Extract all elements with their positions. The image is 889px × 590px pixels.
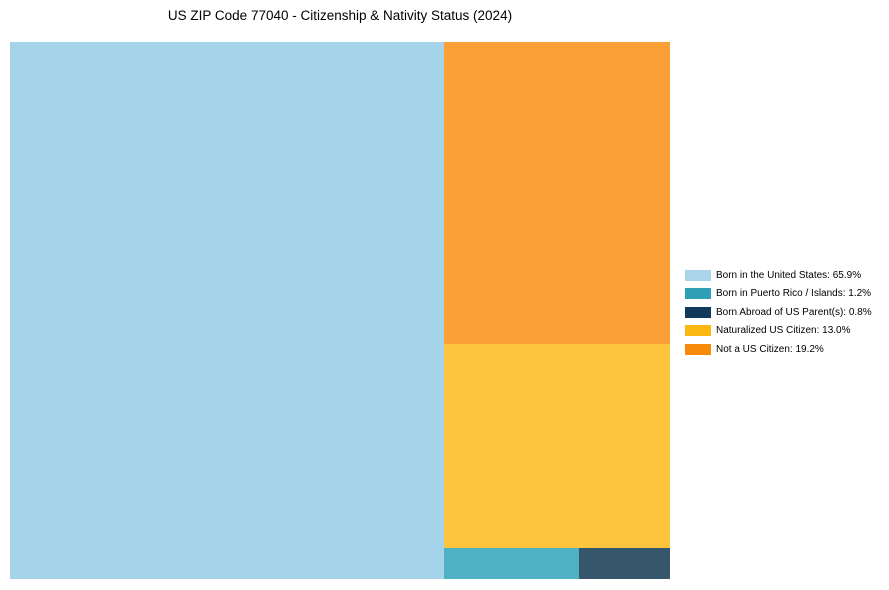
legend-label: Born in the United States: 65.9% [716, 269, 862, 281]
legend-swatch-icon [685, 269, 711, 281]
legend-item: Born in the United States: 65.9% [685, 266, 872, 285]
treemap-chart [10, 42, 670, 579]
legend-item: Not a US Citizen: 19.2% [685, 340, 872, 359]
treemap-tile-born-in-the-united-states [10, 42, 445, 579]
legend-swatch-icon [685, 343, 711, 355]
legend-label: Naturalized US Citizen: 13.0% [716, 325, 851, 337]
legend-label: Not a US Citizen: 19.2% [716, 343, 824, 355]
legend-item: Naturalized US Citizen: 13.0% [685, 322, 872, 341]
legend-item: Born Abroad of US Parent(s): 0.8% [685, 303, 872, 322]
treemap-tile-not-a-us-citizen [444, 42, 670, 344]
treemap-tile-born-in-puerto-rico-islands [444, 548, 579, 579]
legend-label: Born Abroad of US Parent(s): 0.8% [716, 306, 872, 318]
legend-swatch-icon [685, 325, 711, 337]
treemap-tile-born-abroad-of-us-parent-s [578, 548, 670, 579]
treemap-tile-naturalized-us-citizen [444, 344, 670, 548]
legend-item: Born in Puerto Rico / Islands: 1.2% [685, 285, 872, 304]
legend-label: Born in Puerto Rico / Islands: 1.2% [716, 288, 872, 300]
chart-title: US ZIP Code 77040 - Citizenship & Nativi… [167, 8, 513, 23]
legend: Born in the United States: 65.9% Born in … [685, 266, 872, 359]
legend-swatch-icon [685, 306, 711, 318]
legend-swatch-icon [685, 288, 711, 300]
